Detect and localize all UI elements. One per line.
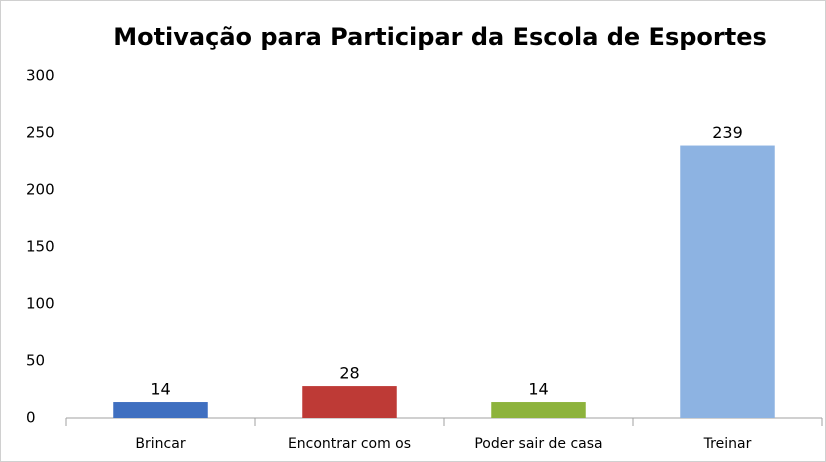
data-label: 239 <box>712 123 743 142</box>
bar <box>113 402 208 418</box>
bar <box>680 145 775 419</box>
y-tick-label: 150 <box>26 238 55 256</box>
y-tick-label: 0 <box>26 409 36 427</box>
y-tick-label: 100 <box>26 295 55 313</box>
x-tick-label: Brincar <box>135 436 185 452</box>
x-tick-label: Encontrar com os <box>288 436 411 452</box>
x-tick-label: Poder sair de casa <box>474 436 602 452</box>
bar <box>302 386 397 418</box>
x-tick-label: Treinar <box>703 436 752 452</box>
y-tick-label: 300 <box>26 67 55 85</box>
y-tick-label: 50 <box>26 352 45 370</box>
bar <box>491 402 586 418</box>
chart-title: Motivação para Participar da Escola de E… <box>113 23 767 51</box>
data-label: 14 <box>528 380 548 399</box>
y-tick-label: 250 <box>26 124 55 142</box>
data-label: 14 <box>150 380 170 399</box>
data-label: 28 <box>339 364 359 383</box>
y-tick-label: 200 <box>26 181 55 199</box>
